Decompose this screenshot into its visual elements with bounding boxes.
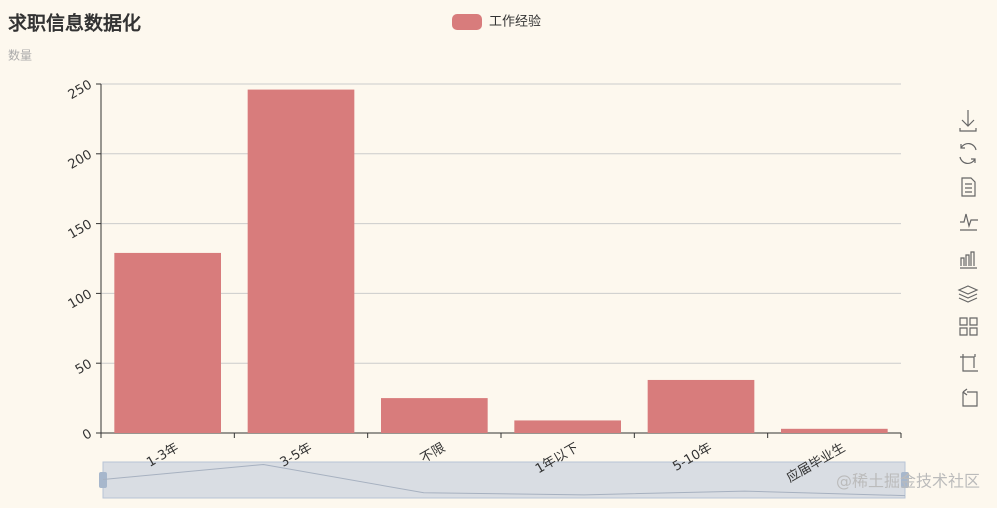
- grid-icon[interactable]: [959, 317, 978, 336]
- bar: [514, 420, 621, 433]
- chart-subtitle: 数量: [8, 48, 32, 63]
- save-icon[interactable]: [959, 110, 977, 132]
- bar: [247, 89, 355, 434]
- zoom-icon[interactable]: [960, 354, 978, 372]
- line-icon[interactable]: [960, 213, 978, 231]
- data-view-icon[interactable]: [961, 177, 976, 197]
- zoom-preview-line: [102, 464, 906, 497]
- y-tick-label: 50: [73, 357, 95, 378]
- chart-title: 求职信息数据化: [8, 12, 141, 35]
- bar: [781, 428, 888, 433]
- bar: [381, 398, 488, 433]
- legend-swatch[interactable]: [452, 14, 482, 30]
- toolbox: [957, 110, 979, 407]
- zoom-handle[interactable]: [901, 472, 909, 488]
- stack-icon[interactable]: [957, 285, 979, 303]
- legend-label[interactable]: 工作经验: [489, 14, 541, 30]
- bar-icon[interactable]: [960, 251, 977, 269]
- watermark: @稀土掘金技术社区: [836, 472, 980, 491]
- zoom-handle[interactable]: [99, 472, 107, 488]
- zoom-reset-icon[interactable]: [962, 388, 978, 407]
- bar: [114, 252, 221, 433]
- restore-icon[interactable]: [959, 142, 977, 165]
- bar: [647, 379, 755, 433]
